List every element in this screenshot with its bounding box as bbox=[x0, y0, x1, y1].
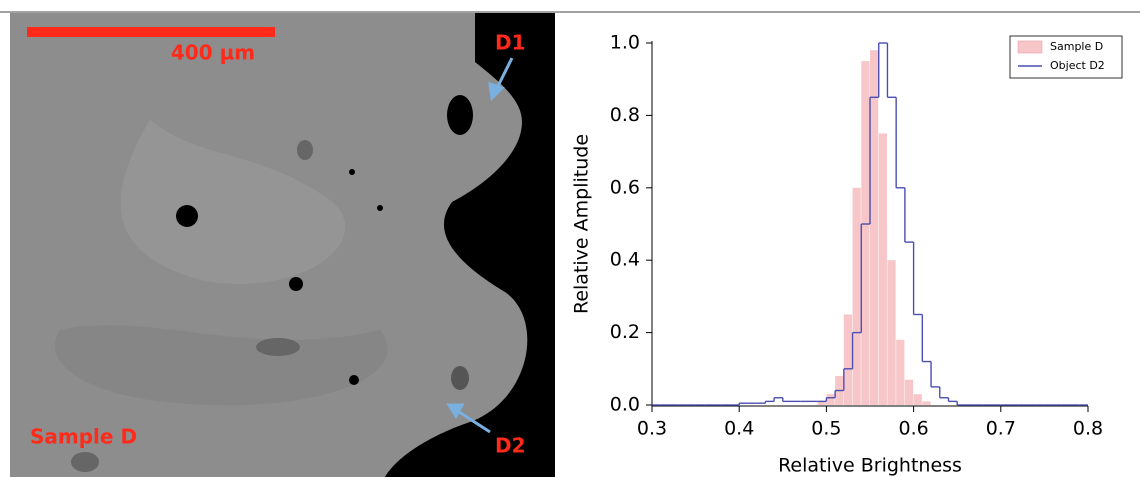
pore bbox=[176, 205, 198, 227]
histogram-bar bbox=[817, 401, 826, 405]
histogram-bar bbox=[896, 339, 905, 405]
scale-bar bbox=[27, 27, 275, 37]
histogram-bar bbox=[887, 260, 896, 405]
inclusion bbox=[71, 452, 99, 472]
y-tick-label: 0.2 bbox=[610, 321, 640, 343]
histogram-bar bbox=[861, 61, 870, 405]
y-tick-label: 0.6 bbox=[610, 176, 640, 198]
texture bbox=[54, 325, 388, 406]
object-label: D2 bbox=[495, 434, 526, 458]
x-tick-label: 0.5 bbox=[811, 418, 841, 440]
pore bbox=[447, 95, 473, 135]
histogram-bar bbox=[843, 314, 853, 405]
micrograph: 400 µm D1 D2 Sample D bbox=[10, 13, 555, 477]
histogram-bar bbox=[904, 379, 914, 405]
histogram-bar bbox=[878, 133, 887, 405]
legend-label: Object D2 bbox=[1050, 59, 1105, 72]
pore bbox=[349, 375, 359, 385]
texture bbox=[120, 120, 346, 284]
scale-label: 400 µm bbox=[171, 41, 255, 65]
pore bbox=[377, 205, 383, 211]
pore bbox=[349, 169, 355, 175]
arrow bbox=[446, 403, 491, 434]
inclusion bbox=[256, 338, 300, 356]
histogram-bar bbox=[870, 50, 879, 406]
y-tick-label: 0.8 bbox=[610, 104, 640, 126]
histogram-bar bbox=[922, 401, 931, 405]
histogram-chart: Relative Amplitude Relative Brightness 0… bbox=[571, 32, 1123, 477]
background-void bbox=[385, 13, 555, 477]
y-tick-label: 0.4 bbox=[610, 249, 640, 271]
x-tick-label: 0.8 bbox=[1073, 418, 1103, 440]
histogram-bar bbox=[852, 187, 861, 405]
x-tick-label: 0.6 bbox=[898, 418, 928, 440]
histogram-bar bbox=[826, 394, 835, 405]
legend-label: Sample D bbox=[1050, 40, 1103, 53]
x-tick-label: 0.3 bbox=[637, 418, 667, 440]
x-tick-label: 0.4 bbox=[724, 418, 754, 440]
y-tick-label: 0.0 bbox=[610, 394, 640, 416]
legend-swatch bbox=[1017, 40, 1043, 54]
inclusion bbox=[451, 366, 469, 390]
histogram-bar bbox=[913, 394, 922, 405]
inclusion bbox=[297, 140, 313, 160]
pore bbox=[289, 277, 303, 291]
arrow bbox=[488, 57, 514, 102]
sample-label: Sample D bbox=[30, 425, 137, 449]
y-tick-label: 1.0 bbox=[610, 32, 640, 54]
x-axis-label: Relative Brightness bbox=[778, 455, 962, 477]
object-label: D1 bbox=[495, 31, 526, 55]
x-tick-label: 0.7 bbox=[986, 418, 1016, 440]
y-axis-label: Relative Amplitude bbox=[571, 134, 593, 314]
